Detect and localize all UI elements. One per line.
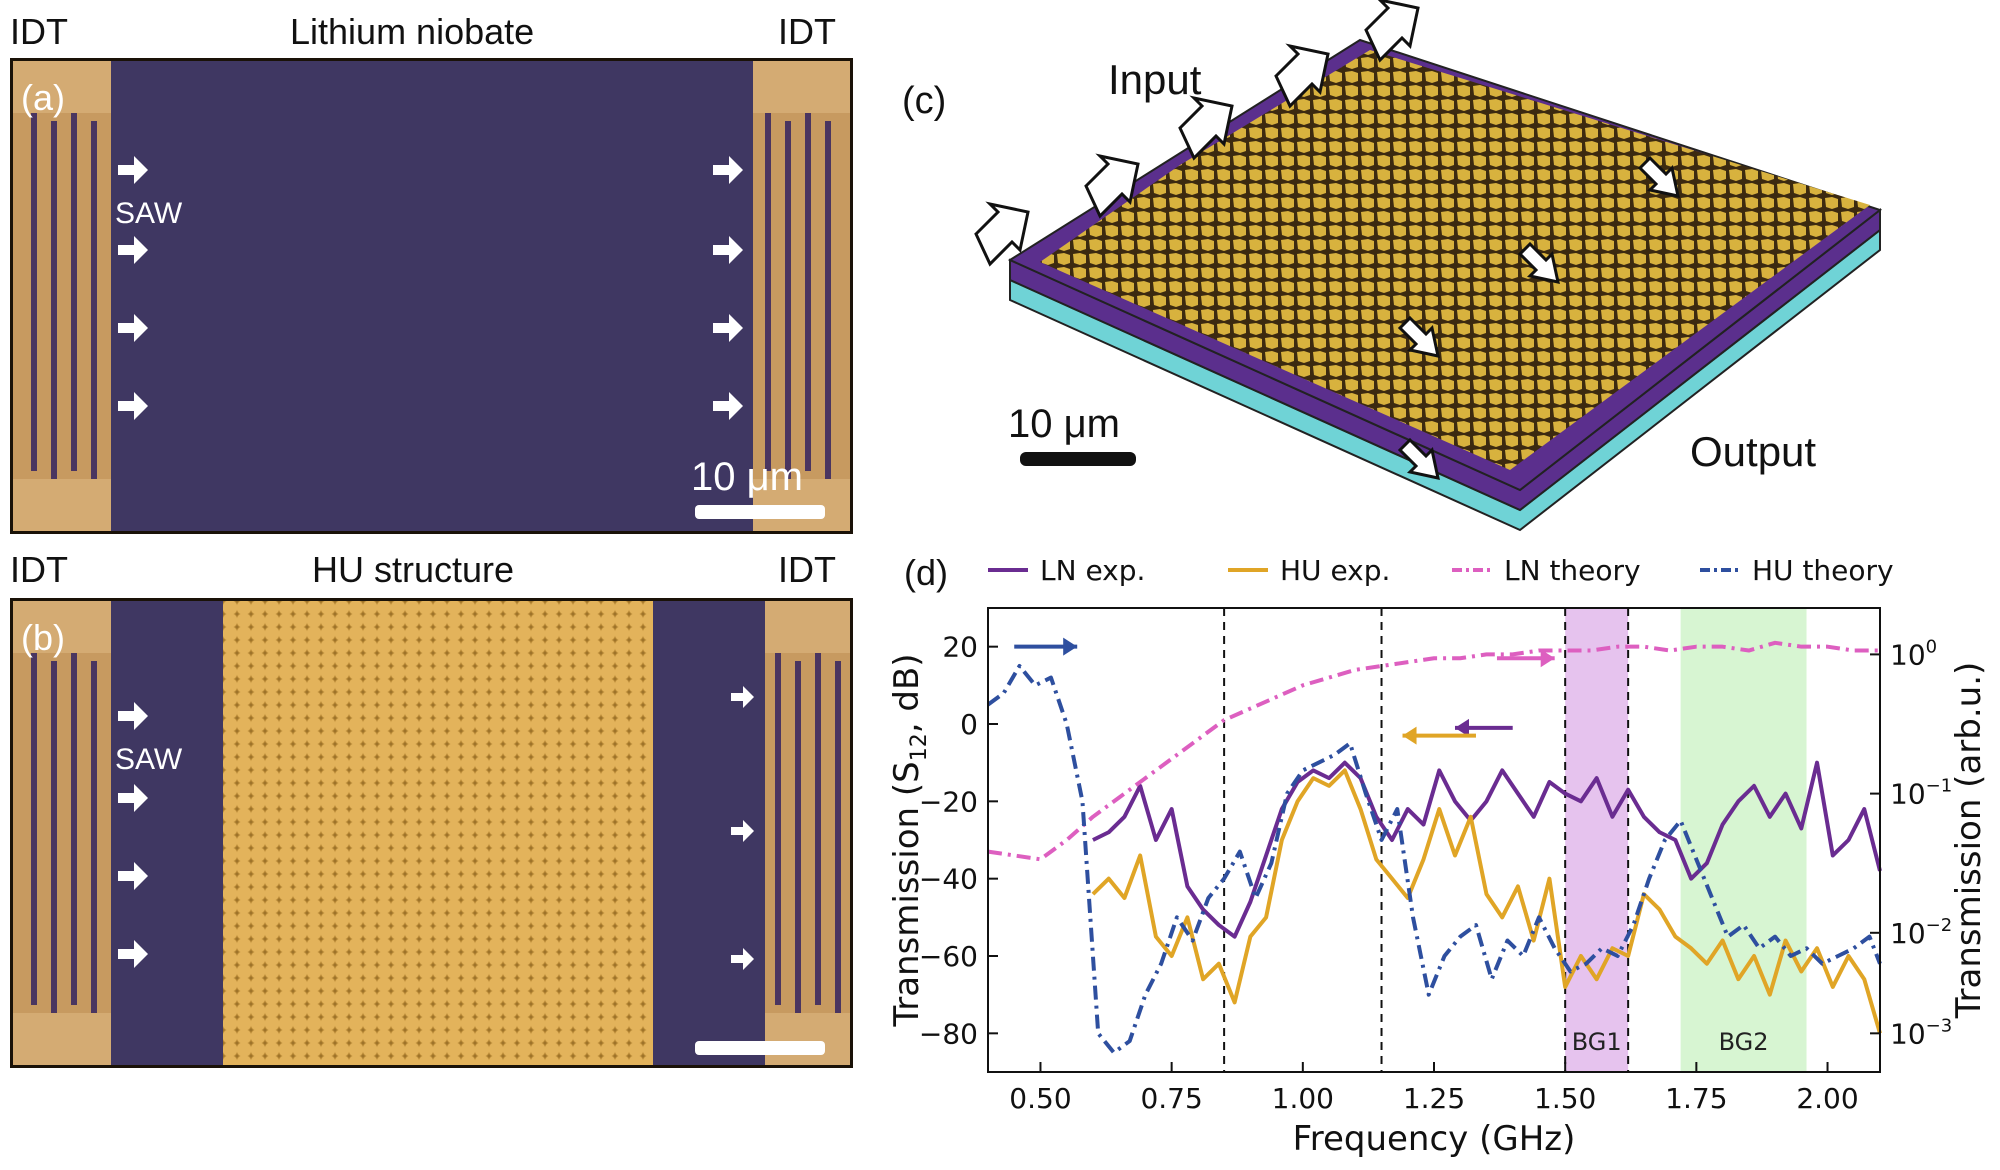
direction-arrow-head [1540, 649, 1555, 668]
right-arrow-icon [118, 156, 148, 184]
x-tick-label: 1.50 [1534, 1082, 1596, 1115]
output-arrow-icon [1397, 315, 1440, 358]
y2-tick-label: 10−2 [1890, 915, 1952, 950]
idt-right-b [765, 601, 850, 1065]
y2-tick-label: 10−3 [1890, 1015, 1952, 1050]
legend-label: HU exp. [1280, 554, 1390, 587]
y-tick-label: −60 [919, 940, 978, 973]
panel-a-title: Lithium niobate [290, 11, 535, 52]
y2-tick-label: 100 [1890, 636, 1937, 671]
y2-axis-label: Transmission (arb.u.) [1949, 662, 1989, 1020]
band-bg2 [1680, 608, 1807, 1072]
output-arrow-icon [1637, 155, 1680, 198]
panel-b-idt-left-label: IDT [10, 549, 68, 590]
right-arrow-icon [118, 314, 148, 342]
idt-right-a [753, 61, 850, 531]
x-tick-label: 2.00 [1796, 1082, 1858, 1115]
y-tick-label: −40 [919, 863, 978, 896]
y-axis-label: Transmission (S12, dB) [887, 653, 932, 1027]
right-arrow-icon [731, 686, 754, 708]
hu-structure-region [223, 601, 653, 1065]
y-tick-label: 0 [960, 708, 978, 741]
series-hu-theory [986, 664, 1882, 1055]
scale-bar-c [1020, 452, 1136, 466]
right-arrow-icon [713, 314, 743, 342]
panel-d-letter: (d) [904, 552, 948, 593]
scale-bar-b [695, 1041, 825, 1055]
right-arrow-icon [713, 156, 743, 184]
input-arrow-icon [1364, 0, 1420, 63]
saw-label-a: SAW [115, 197, 183, 230]
band-bg1 [1565, 608, 1629, 1072]
saw-arrows-a [13, 61, 850, 531]
direction-arrow-head [1402, 726, 1417, 745]
input-arrow-icon [1084, 153, 1140, 219]
y-tick-label: −20 [919, 785, 978, 818]
output-arrow-icon [1517, 241, 1560, 284]
panel-a-idt-left-label: IDT [10, 11, 68, 52]
direction-arrow-head [1454, 718, 1469, 737]
input-arrow-icon [1274, 43, 1330, 109]
legend-label: LN exp. [1040, 554, 1145, 587]
x-tick-label: 0.50 [1009, 1082, 1071, 1115]
x-axis-label: Frequency (GHz) [1293, 1119, 1576, 1159]
saw-label-b: SAW [115, 743, 183, 776]
right-arrow-icon [713, 392, 743, 420]
x-tick-label: 1.00 [1272, 1082, 1334, 1115]
panel-b-micrograph: (b) SAW [10, 598, 853, 1068]
right-arrow-icon [118, 702, 148, 730]
transmission-chart: BG1 BG2 0.50 0.75 1.00 1.25 1.50 1.75 2.00 20 0 −20… [887, 554, 1989, 1159]
grain-film [1040, 50, 1870, 470]
right-arrow-icon [118, 784, 148, 812]
scale-label-c: 10 μm [1008, 402, 1120, 446]
idt-left-a [13, 61, 111, 531]
output-label: Output [1690, 428, 1817, 475]
legend-label: LN theory [1504, 554, 1641, 587]
right-arrow-icon [118, 236, 148, 264]
scale-label-a: 10 μm [691, 455, 803, 499]
panel-c-illustration [880, 0, 2000, 540]
scale-bar-a [695, 505, 825, 519]
panel-b-letter: (b) [21, 617, 65, 658]
band-label: BG2 [1719, 1028, 1769, 1056]
x-tick-label: 0.75 [1140, 1082, 1202, 1115]
y-tick-label: −80 [919, 1017, 978, 1050]
x-tick-label: 1.75 [1665, 1082, 1727, 1115]
right-arrow-icon [118, 392, 148, 420]
right-arrow-icon [731, 948, 754, 970]
y2-tick-label: 10−1 [1890, 776, 1952, 811]
panel-a-micrograph: (a) SAW 10 μm [10, 58, 853, 534]
panel-b-title: HU structure [312, 549, 515, 590]
input-arrow-icon [1178, 95, 1234, 161]
input-label: Input [1108, 56, 1202, 103]
band-label: BG1 [1572, 1028, 1622, 1056]
input-arrow-icon [974, 201, 1030, 267]
legend-label: HU theory [1752, 554, 1894, 587]
direction-arrow-head [1063, 637, 1078, 656]
right-arrow-icon [118, 940, 148, 968]
saw-arrows-b [13, 601, 850, 1065]
right-arrow-icon [731, 820, 754, 842]
x-tick-label: 1.25 [1403, 1082, 1465, 1115]
output-arrow-icon [1397, 437, 1440, 480]
series-ln-exp- [1092, 760, 1882, 939]
idt-left-b [13, 601, 111, 1065]
panel-b-idt-right-label: IDT [778, 549, 836, 590]
series-hu-exp- [1091, 768, 1882, 1034]
panel-a-letter: (a) [21, 77, 65, 118]
panel-c-letter: (c) [902, 80, 947, 122]
panel-a-idt-right-label: IDT [778, 11, 836, 52]
right-arrow-icon [118, 862, 148, 890]
y-tick-label: 20 [942, 631, 978, 664]
right-arrow-icon [713, 236, 743, 264]
